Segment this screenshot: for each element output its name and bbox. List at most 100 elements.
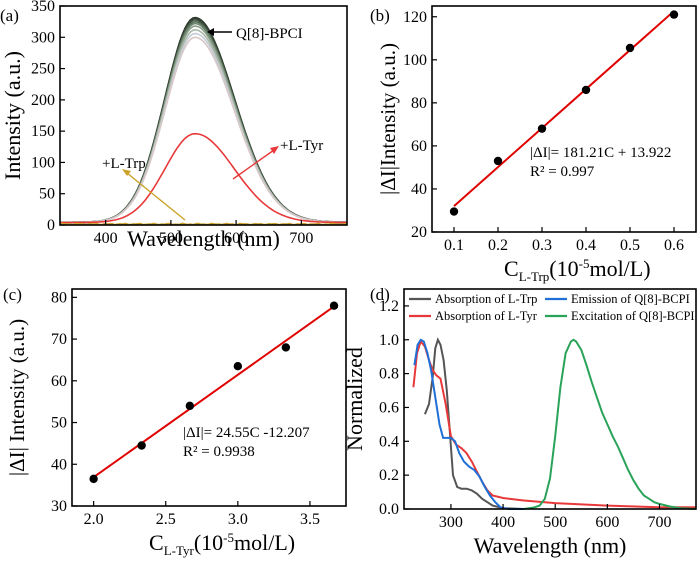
- panel-b-fit-line: [453, 10, 675, 207]
- panel-c-x-axis-label: CL-Tyr(10-5mol/L): [149, 530, 295, 558]
- panel-a-y-tick-label: 100: [31, 154, 55, 171]
- panel-d-series-line: [523, 338, 697, 510]
- panel-b-fit-equation: |ΔI|= 181.21C + 13.922: [530, 145, 671, 161]
- panel-d-x-axis-label: Wavelength (nm): [474, 533, 627, 558]
- panel-c-x-axis-label-part: -5: [223, 530, 234, 545]
- panel-a-arrow-tyr: [232, 149, 275, 180]
- panel-c-data-point: [137, 441, 146, 450]
- panel-b-x-axis-label-part: -5: [579, 256, 590, 271]
- panel-b-y-tick-label: 20: [411, 224, 427, 241]
- panel-c-data-point: [233, 362, 243, 371]
- panel-c-y-axis-label: |ΔI| Intensity (a.u.): [5, 319, 29, 476]
- panel-c-y-tick-label: 50: [51, 415, 67, 432]
- panel-d-legend-label: Absorption of L-Trp: [435, 292, 537, 306]
- panel-b: (b) 0.1 0.2 0.3 0.4 0.5 0.620406080100120|ΔI|…: [370, 5, 697, 284]
- panel-c-fit-line: [93, 305, 335, 479]
- panel-a-arrowhead-q8: [207, 28, 214, 36]
- panel-a-series-line: [60, 22, 347, 224]
- panel-a-arrow-trp: [126, 172, 186, 221]
- panel-b-data-point: [493, 156, 503, 166]
- panel-d-x-tick-label: 500: [543, 514, 567, 531]
- panel-a-series-line: [60, 18, 347, 224]
- panel-b-y-tick-label: 60: [411, 138, 427, 155]
- panel-d-y-tick-label: 0.8: [379, 366, 399, 383]
- panel-a-annotation-q8: Q[8]-BPCI: [236, 26, 303, 42]
- panel-a-series-line: [60, 36, 347, 224]
- panel-c-y-tick-label: 30: [51, 498, 67, 515]
- panel-c-data-point: [89, 474, 98, 484]
- panel-d-y-tick-label: 1.2: [379, 298, 399, 315]
- panel-c-y-tick-label: 40: [51, 456, 67, 473]
- panel-b-x-axis-label: CL-Trp(10-5mol/L): [504, 256, 651, 284]
- panel-b-data-point: [625, 43, 635, 53]
- panel-b-x-tick-label: 0.1: [444, 237, 464, 254]
- panel-c-y-tick-label: 60: [51, 373, 67, 390]
- panel-d-y-tick-label: 0.0: [379, 501, 399, 518]
- panel-b-x-axis-label-part: C: [504, 256, 519, 281]
- panel-a-y-tick-label: 250: [31, 61, 55, 78]
- panel-c-x-tick-label: 3.5: [300, 511, 320, 528]
- panel-b-data-point: [449, 207, 459, 216]
- panel-b-r-squared: R² = 0.997: [530, 164, 595, 180]
- panel-d-legend-label: Emission of Q[8]-BCPI: [571, 292, 690, 306]
- panel-c-y-tick-label: 70: [51, 331, 67, 348]
- panel-b-x-axis-label-part: L-Trp: [519, 269, 550, 284]
- panel-a-series-line: [60, 25, 347, 224]
- panel-a-y-axis-label: Intensity (a.u.): [0, 51, 25, 180]
- panel-a-y-tick-label: 150: [31, 123, 55, 140]
- panel-c: (c) 2.0 2.5 3.0 3.5 30 40 50 60 70 80 |ΔI|= 24.55C…: [3, 285, 347, 558]
- panel-d-series-line: [423, 337, 524, 510]
- panel-c-fit-equation: |ΔI|= 24.55C -12.207: [183, 425, 310, 441]
- panel-c-x-tick-label: 3.0: [228, 511, 248, 528]
- panel-b-y-tick-label: 80: [411, 95, 427, 112]
- panel-b-x-tick-label: 0.3: [532, 237, 552, 254]
- panel-a-y-tick-label: 300: [31, 29, 55, 46]
- panel-c-label: (c): [3, 285, 22, 304]
- panel-c-x-axis-label-part: C: [149, 530, 164, 555]
- panel-c-data-point: [185, 401, 195, 411]
- panel-a-series-line: [60, 16, 347, 224]
- panel-a-y-tick-label: 50: [39, 186, 55, 203]
- panel-c-x-tick-label: 2.0: [84, 511, 104, 528]
- panel-b-data-point: [581, 85, 591, 95]
- panel-a-arrowhead-trp: [122, 169, 131, 176]
- panel-a-y-tick-label: 200: [31, 92, 55, 109]
- panel-b-x-tick-label: 0.4: [576, 237, 596, 254]
- panel-b-data-point: [669, 10, 679, 19]
- panel-a-label: (a): [0, 6, 19, 25]
- panel-c-r-squared: R² = 0.9938: [183, 444, 255, 460]
- panel-d-legend-label: Absorption of L-Tyr: [435, 309, 538, 323]
- panel-b-y-tick-label: 100: [403, 52, 427, 69]
- panel-d-y-tick-label: 0.6: [379, 399, 399, 416]
- panel-a: (a) 400 500 600 700 0 50 100 150 200 250 300 350 Wav…: [0, 0, 348, 251]
- panel-d-y-tick-label: 0.4: [379, 433, 399, 450]
- panel-d-label: (d): [370, 285, 390, 304]
- panel-d-x-tick-label: 700: [648, 514, 672, 531]
- panel-c-x-tick-label: 2.5: [156, 511, 176, 528]
- panel-c-y-tick-label: 80: [51, 289, 67, 306]
- panel-a-series-line: [60, 32, 347, 224]
- panel-d-axes-frame: [403, 288, 697, 510]
- panel-c-data-point: [329, 301, 339, 310]
- panel-a-series-line: [60, 28, 347, 224]
- panel-b-axes-frame: [431, 5, 697, 233]
- panel-d-x-tick-label: 300: [439, 514, 463, 531]
- panel-a-series-line: [60, 20, 347, 224]
- panel-b-label: (b): [370, 6, 390, 25]
- panel-c-x-axis-label-part: L-Tyr: [164, 543, 195, 558]
- panel-a-x-tick-label: 500: [159, 230, 183, 247]
- panel-b-y-axis-label: |ΔI|Intensity (a.u.): [376, 43, 400, 195]
- panel-c-x-axis-label-part: (10: [194, 530, 223, 555]
- panel-a-arrowhead-tyr: [270, 146, 279, 154]
- panel-a-annotation-trp: +L-Trp: [102, 156, 146, 172]
- panel-a-series-line: [60, 132, 347, 224]
- panel-a-x-tick-label: 700: [289, 230, 313, 247]
- panel-a-series-line: [59, 222, 348, 226]
- panel-a-axes-frame: [59, 5, 348, 226]
- panel-a-x-tick-label: 600: [224, 230, 248, 247]
- panel-d: (d) 300 400 500 600 700 0.0 0.2 0.4 0.6 0.8 1.0 1.2…: [342, 285, 697, 558]
- panel-a-y-tick-label: 0: [47, 217, 55, 234]
- panel-d-x-tick-label: 400: [491, 514, 515, 531]
- panel-d-y-tick-label: 0.2: [379, 467, 399, 484]
